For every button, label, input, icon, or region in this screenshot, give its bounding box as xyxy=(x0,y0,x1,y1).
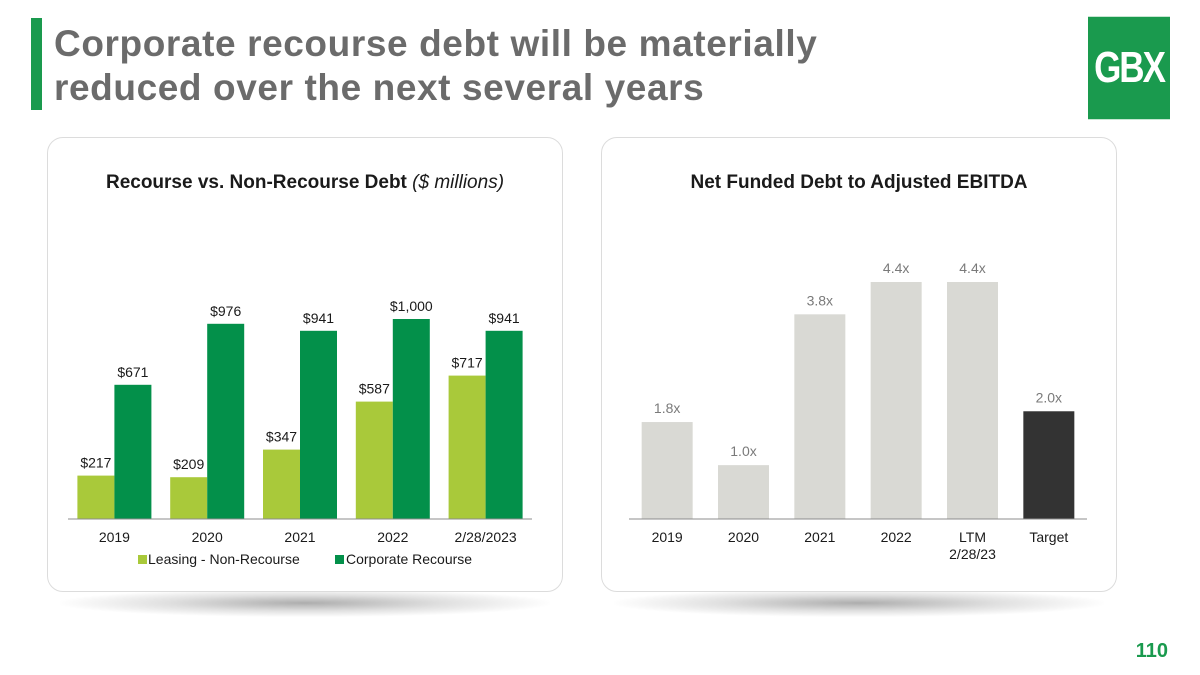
x-tick-label: 2/28/2023 xyxy=(454,529,516,545)
debt-chart-title: Recourse vs. Non-Recourse Debt ($ millio… xyxy=(48,172,562,194)
x-tick-label: 2020 xyxy=(192,529,223,545)
non-recourse-data-label: $209 xyxy=(173,456,204,472)
x-tick-label: 2/28/23 xyxy=(949,546,996,562)
slide-title: Corporate recourse debt will be material… xyxy=(54,22,1014,110)
corporate-recourse-data-label: $941 xyxy=(489,310,520,326)
x-tick-label: 2021 xyxy=(804,529,835,545)
corporate-recourse-bar xyxy=(485,330,523,519)
non-recourse-bar xyxy=(77,475,115,519)
x-tick-label: 2019 xyxy=(652,529,683,545)
panel-shadow-left xyxy=(60,589,550,617)
x-tick-label: LTM xyxy=(959,529,986,545)
x-tick-label: 2019 xyxy=(99,529,130,545)
corporate-recourse-bar xyxy=(300,330,337,519)
x-tick-label: 2020 xyxy=(728,529,759,545)
slide-title-line-1: Corporate recourse debt will be material… xyxy=(54,23,818,64)
leverage-data-label: 3.8x xyxy=(807,292,833,308)
x-tick-label: Target xyxy=(1029,529,1068,545)
slide-title-line-2: reduced over the next several years xyxy=(54,67,705,108)
corporate-recourse-bar xyxy=(207,323,245,519)
leverage-bar xyxy=(947,282,998,519)
leverage-bar xyxy=(870,282,922,519)
page-number: 110 xyxy=(1135,640,1168,662)
corporate-recourse-bar xyxy=(114,384,152,519)
non-recourse-bar xyxy=(170,477,208,519)
corporate-recourse-data-label: $671 xyxy=(117,364,148,380)
x-tick-label: 2022 xyxy=(377,529,408,545)
leverage-bar xyxy=(718,465,769,519)
corporate-recourse-data-label: $941 xyxy=(303,310,334,326)
corporate-recourse-data-label: $976 xyxy=(210,303,241,319)
corporate-recourse-data-label: $1,000 xyxy=(390,298,433,314)
non-recourse-data-label: $717 xyxy=(452,355,483,371)
panel-shadow-right xyxy=(614,589,1104,617)
leverage-bar xyxy=(794,314,846,519)
leverage-chart: 1.8x20191.0x20203.8x20214.4x20224.4xLTM2… xyxy=(629,260,1087,562)
non-recourse-bar xyxy=(355,401,393,519)
non-recourse-data-label: $347 xyxy=(266,429,297,445)
corporate-recourse-bar xyxy=(392,319,430,519)
leverage-data-label: 4.4x xyxy=(883,260,909,276)
title-accent-bar xyxy=(31,18,42,110)
target-bar xyxy=(1023,411,1075,519)
non-recourse-data-label: $587 xyxy=(359,381,390,397)
debt-chart-panel: Recourse vs. Non-Recourse Debt ($ millio… xyxy=(47,137,563,592)
non-recourse-bar xyxy=(448,375,486,519)
non-recourse-data-label: $217 xyxy=(80,455,111,471)
x-tick-label: 2022 xyxy=(881,529,912,545)
leverage-bar xyxy=(641,422,693,519)
gbx-logo: GBX xyxy=(1088,16,1170,120)
leverage-data-label: 2.0x xyxy=(1036,389,1062,405)
legend-label-non-recourse: Leasing - Non-Recourse xyxy=(148,551,300,567)
debt-chart-title-units: ($ millions) xyxy=(412,172,505,193)
leverage-chart-panel: Net Funded Debt to Adjusted EBITDA 1.8x 2… xyxy=(601,137,1117,592)
legend-label-corporate-recourse: Corporate Recourse xyxy=(346,551,472,567)
leverage-data-label: 1.8x xyxy=(654,400,680,416)
legend-swatch-corporate-recourse xyxy=(335,555,344,564)
debt-chart-title-main: Recourse vs. Non-Recourse Debt xyxy=(105,172,407,193)
leverage-data-label: 1.0x xyxy=(730,443,756,459)
legend-swatch-non-recourse xyxy=(138,555,147,564)
leverage-data-label: 4.4x xyxy=(959,260,985,276)
leverage-chart-title: Net Funded Debt to Adjusted EBITDA xyxy=(690,172,1028,193)
debt-chart: $217 $671 2019 $209 $976 2020 $347 $941 2021 $587… xyxy=(68,298,532,567)
non-recourse-bar xyxy=(263,449,300,519)
x-tick-label: 2021 xyxy=(284,529,315,545)
